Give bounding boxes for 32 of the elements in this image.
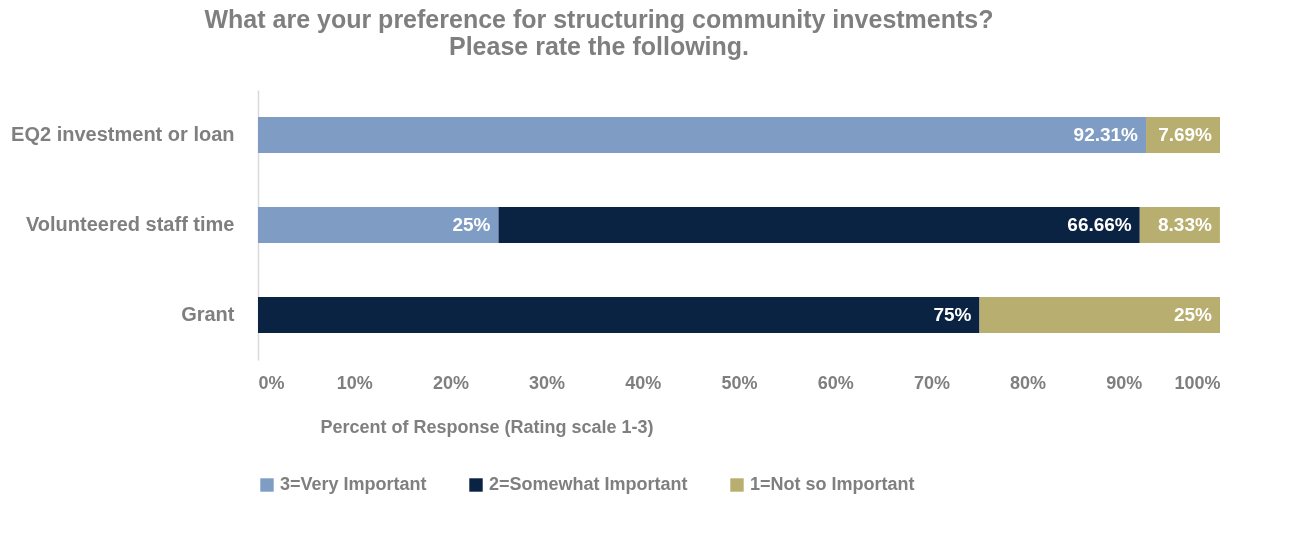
bar — [979, 297, 1220, 333]
y-tick-label: Grant — [181, 303, 235, 325]
data-label: 7.69% — [1158, 124, 1213, 145]
text: Please rate the following. — [448, 32, 750, 60]
data-label: 92.31% — [1073, 124, 1139, 145]
x-tick-label: 90% — [1106, 372, 1143, 393]
x-tick-label: 80% — [1010, 372, 1047, 393]
x-tick-label: 30% — [529, 372, 566, 393]
data-label: 8.33% — [1158, 214, 1213, 235]
x-tick-label: 20% — [432, 372, 469, 393]
y-tick-label: EQ2 investment or loan — [11, 123, 235, 145]
data-label: 66.66% — [1067, 214, 1132, 235]
bar — [498, 207, 1140, 243]
y-tick-label: Volunteered staff time — [25, 213, 235, 235]
bar — [258, 207, 499, 243]
x-axis-title: Percent of Response (Rating scale 1-3) — [320, 416, 654, 437]
data-label: 75% — [933, 304, 972, 325]
x-tick-label: 60% — [817, 372, 854, 393]
x-tick-label: 100% — [1174, 372, 1221, 393]
x-tick-label: 70% — [913, 372, 950, 393]
data-label: 25% — [1173, 304, 1213, 325]
x-tick-label: 0% — [258, 372, 285, 393]
text: What are your preference for structuring community investments? — [204, 5, 994, 33]
bar — [258, 117, 1147, 153]
legend-label: 2=Somewhat Important — [489, 474, 688, 494]
bar — [258, 297, 980, 333]
data-label: 25% — [452, 214, 491, 235]
legend-label: 3=Very Important — [280, 474, 427, 494]
x-tick-label: 10% — [336, 372, 373, 393]
legend-label: 1=Not so Important — [750, 474, 915, 494]
x-tick-label: 40% — [625, 372, 662, 393]
x-tick-label: 50% — [721, 372, 758, 393]
